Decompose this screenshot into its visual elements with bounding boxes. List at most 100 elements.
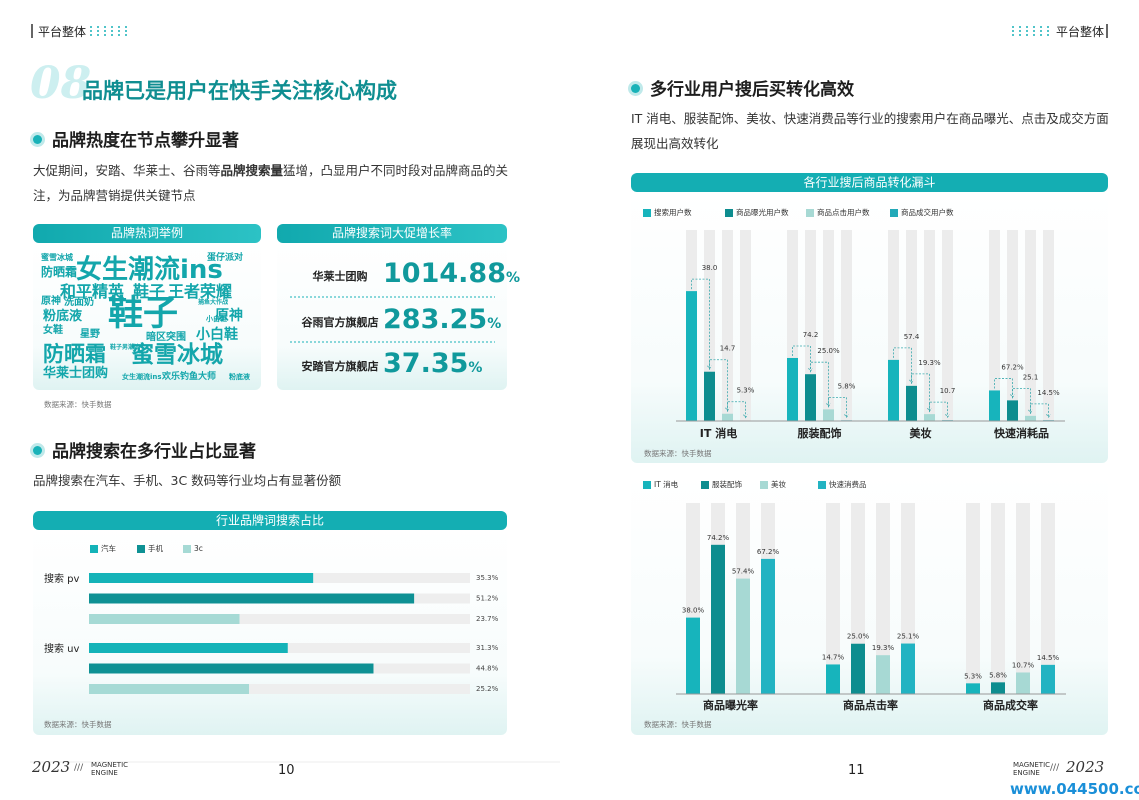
legend-label: IT 消电 bbox=[654, 479, 679, 489]
word: 原神 bbox=[41, 296, 61, 307]
conversion-label: 74.2 bbox=[803, 331, 819, 339]
bar bbox=[736, 578, 750, 694]
word: 捕鱼大作战 bbox=[198, 299, 229, 306]
box-title: 品牌搜索词大促增长率 bbox=[277, 224, 507, 243]
value: 37.35 bbox=[383, 348, 469, 379]
bar-track bbox=[841, 230, 852, 421]
bar bbox=[686, 291, 697, 421]
bar-track bbox=[89, 684, 470, 694]
source-note: 数据来源：快手数据 bbox=[644, 720, 712, 729]
word: 暗区突围 bbox=[146, 332, 186, 343]
unit: % bbox=[487, 316, 502, 332]
legend-label: 手机 bbox=[148, 543, 163, 553]
category-label: 商品成交率 bbox=[983, 698, 1038, 712]
heading-text: 品牌热度在节点攀升显著 bbox=[52, 131, 239, 151]
bar-track bbox=[1043, 230, 1054, 421]
word: 防晒霜 bbox=[41, 265, 78, 279]
footer-brand: MAGNETIC ENGINE bbox=[91, 761, 128, 777]
legend-swatch bbox=[137, 545, 145, 553]
bar bbox=[89, 663, 374, 674]
text: 猛增，凸显用户不同时段对品牌商品的关注，为品牌营销提供关键节点 bbox=[33, 163, 509, 203]
bar bbox=[787, 357, 798, 421]
heading-text: 品牌搜索在多行业占比显著 bbox=[52, 442, 256, 462]
value-label: 35.3% bbox=[476, 574, 499, 582]
value-label: 25.0% bbox=[847, 633, 870, 641]
value-label: 5.8% bbox=[989, 671, 1007, 679]
word: 小白鞋 bbox=[196, 327, 238, 343]
legend-swatch bbox=[643, 481, 651, 489]
category-label: 商品曝光率 bbox=[703, 698, 758, 712]
bar-track bbox=[876, 503, 890, 694]
category-label: 快速消耗品 bbox=[993, 426, 1049, 440]
wordcloud-card bbox=[33, 242, 261, 390]
page-number: 11 bbox=[848, 763, 865, 778]
bar-track bbox=[805, 230, 816, 421]
legend-swatch bbox=[760, 481, 768, 489]
bar bbox=[924, 414, 935, 421]
legend-label: 服装配饰 bbox=[712, 479, 742, 489]
value: 283.25 bbox=[383, 304, 488, 335]
growth-card bbox=[277, 242, 507, 390]
brand-line: MAGNETIC bbox=[1013, 761, 1051, 769]
bar-track bbox=[826, 503, 840, 694]
conversion-label: 38.0 bbox=[702, 264, 718, 272]
bar bbox=[1041, 664, 1055, 694]
section-heading: 多行业用户搜后买转化高效 bbox=[631, 75, 854, 100]
conversion-label: 19.3% bbox=[918, 359, 941, 367]
chart-title: 各行业搜后商品转化漏斗 bbox=[803, 175, 935, 190]
footer-brand: MAGNETIC ENGINE bbox=[1013, 761, 1050, 777]
value-label: 44.8% bbox=[476, 665, 499, 673]
header-label: 平台整体 bbox=[1056, 25, 1105, 39]
word: 星野 bbox=[80, 329, 100, 340]
bar bbox=[989, 390, 1000, 421]
word: 华莱士团购 bbox=[43, 366, 109, 381]
legend-swatch bbox=[90, 545, 98, 553]
unit: % bbox=[468, 360, 483, 376]
word: 鞋子 bbox=[108, 294, 179, 334]
bar bbox=[89, 573, 314, 583]
conversion-label: 25.0% bbox=[817, 347, 840, 355]
watermark: www.044500.com bbox=[1010, 780, 1139, 798]
bar bbox=[89, 593, 415, 604]
word: 和平精英 bbox=[60, 282, 125, 301]
footer-year: 2023 bbox=[1066, 758, 1105, 776]
word: 粉底液 bbox=[43, 309, 83, 324]
section-heading: 品牌搜索在多行业占比显著 bbox=[33, 437, 256, 462]
legend-label: 3c bbox=[194, 544, 203, 553]
conversion-label: 5.3% bbox=[737, 387, 755, 395]
bar-track bbox=[89, 614, 470, 624]
word: 原神 bbox=[215, 308, 243, 324]
word: 女鞋 bbox=[43, 325, 63, 336]
section-heading: 品牌热度在节点攀升显著 bbox=[33, 126, 239, 151]
bar-track bbox=[906, 230, 917, 421]
growth-value: 37.35% bbox=[383, 348, 482, 379]
bar-track bbox=[989, 230, 1000, 421]
category-label: 搜索 uv bbox=[44, 642, 80, 655]
chart-title-band bbox=[631, 173, 1108, 192]
chart-card bbox=[33, 528, 507, 735]
text: 大促期间，安踏、华莱士、谷雨等 bbox=[33, 163, 221, 178]
category-label: 商品点击率 bbox=[843, 698, 898, 712]
bar bbox=[906, 385, 917, 421]
source-note: 数据来源：快手数据 bbox=[44, 400, 112, 409]
footer-year: 2023 bbox=[32, 758, 71, 776]
bar bbox=[876, 655, 890, 694]
bar bbox=[805, 374, 816, 421]
bar bbox=[89, 684, 250, 694]
value: 1014.88 bbox=[383, 258, 506, 289]
legend-label: 搜索用户数 bbox=[654, 207, 692, 217]
value-label: 57.4% bbox=[732, 568, 755, 576]
bar-track bbox=[1007, 230, 1018, 421]
conversion-label: 57.4 bbox=[904, 333, 920, 341]
value-label: 14.7% bbox=[822, 653, 845, 661]
value-label: 31.3% bbox=[476, 644, 499, 652]
conversion-arrow bbox=[828, 396, 849, 419]
value-label: 67.2% bbox=[757, 548, 780, 556]
legend-label: 汽车 bbox=[101, 543, 116, 553]
category-label: 服装配饰 bbox=[798, 426, 842, 440]
page-number: 10 bbox=[278, 763, 295, 778]
header-label: 平台整体 bbox=[38, 25, 87, 39]
word: 鞋子 bbox=[133, 282, 166, 301]
conversion-arrow bbox=[727, 401, 748, 419]
